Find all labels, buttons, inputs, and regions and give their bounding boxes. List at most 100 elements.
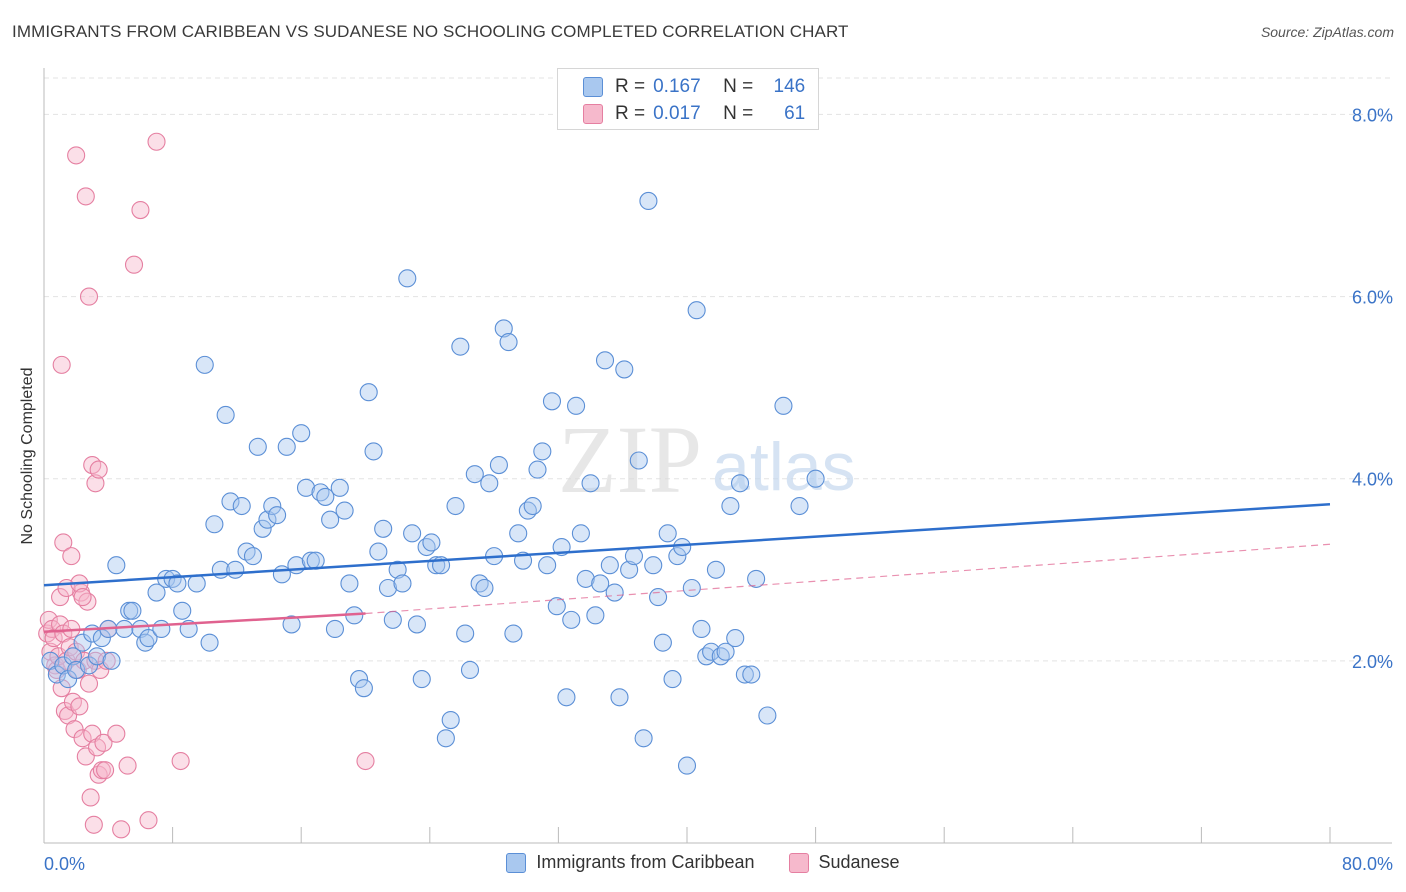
caribbean-point bbox=[668, 547, 687, 566]
y-tick-label: 2.0% bbox=[1352, 652, 1393, 672]
caribbean-point bbox=[747, 569, 766, 588]
caribbean-point bbox=[456, 624, 475, 643]
x-tick-label: 80.0% bbox=[1342, 854, 1393, 874]
sudanese-point bbox=[76, 187, 95, 206]
caribbean-point bbox=[702, 642, 721, 661]
caribbean-swatch bbox=[583, 77, 603, 97]
caribbean-point bbox=[292, 424, 311, 443]
caribbean-point bbox=[562, 610, 581, 629]
sudanese-point bbox=[86, 474, 105, 493]
caribbean-point bbox=[567, 396, 586, 415]
caribbean-point bbox=[639, 191, 658, 210]
caribbean-point bbox=[730, 474, 750, 493]
sudanese-point bbox=[79, 674, 99, 693]
caribbean-point bbox=[374, 519, 393, 538]
caribbean-point bbox=[403, 524, 422, 543]
caribbean-point bbox=[624, 547, 644, 566]
n-label: N = bbox=[723, 103, 754, 124]
sudanese-point bbox=[118, 756, 137, 775]
caribbean-point bbox=[407, 615, 426, 634]
caribbean-point bbox=[200, 633, 219, 652]
caribbean-point bbox=[268, 506, 287, 525]
caribbean-point bbox=[316, 487, 335, 506]
caribbean-point bbox=[123, 601, 142, 620]
caribbean-point bbox=[706, 560, 725, 579]
caribbean-point bbox=[758, 706, 777, 725]
y-tick-label: 6.0% bbox=[1352, 288, 1393, 308]
caribbean-point bbox=[147, 583, 166, 602]
sudanese-swatch bbox=[788, 852, 809, 873]
sudanese-point bbox=[171, 751, 190, 771]
caribbean-point bbox=[412, 670, 431, 689]
caribbean-point bbox=[600, 556, 619, 575]
caribbean-point bbox=[774, 396, 793, 415]
caribbean-point bbox=[195, 355, 214, 374]
sudanese-trend-line bbox=[43, 612, 366, 633]
sudanese-point bbox=[54, 533, 73, 552]
caribbean-point bbox=[354, 679, 373, 698]
caribbean-point bbox=[653, 633, 672, 652]
series-legend: Immigrants from Caribbean Sudanese bbox=[0, 852, 1406, 873]
watermark-atlas: atlas bbox=[712, 429, 856, 505]
chart-title: IMMIGRANTS FROM CARIBBEAN VS SUDANESE NO… bbox=[12, 22, 849, 41]
sudanese-point bbox=[63, 692, 82, 711]
caribbean-point bbox=[102, 651, 121, 670]
caribbean-points bbox=[41, 191, 825, 775]
caribbean-point bbox=[716, 642, 735, 661]
caribbean-point bbox=[272, 565, 291, 584]
caribbean-point bbox=[610, 688, 629, 707]
sudanese-point bbox=[62, 547, 81, 566]
sudanese-point bbox=[84, 815, 103, 834]
legend-label-caribbean: Immigrants from Caribbean bbox=[536, 852, 755, 872]
caribbean-point bbox=[296, 478, 316, 497]
sudanese-point bbox=[73, 588, 92, 607]
y-tick-label: 4.0% bbox=[1352, 470, 1393, 490]
sudanese-point bbox=[73, 729, 92, 748]
caribbean-point bbox=[742, 665, 761, 684]
caribbean-point bbox=[321, 510, 340, 529]
sudanese-point bbox=[89, 460, 108, 479]
caribbean-point bbox=[359, 383, 378, 402]
caribbean-point bbox=[629, 451, 648, 470]
caribbean-point bbox=[605, 583, 624, 602]
stats-legend: R = 0.167 N = 146 R = 0.017 N = 61 bbox=[557, 68, 819, 130]
caribbean-point bbox=[687, 301, 706, 320]
caribbean-point bbox=[591, 574, 610, 593]
sudanese-point bbox=[83, 456, 102, 475]
caribbean-point bbox=[115, 619, 134, 639]
caribbean-point bbox=[253, 519, 272, 538]
sudanese-point bbox=[70, 697, 89, 716]
caribbean-point bbox=[806, 469, 825, 488]
caribbean-point bbox=[325, 619, 345, 639]
caribbean-point bbox=[726, 629, 745, 648]
caribbean-point bbox=[538, 556, 557, 575]
sudanese-point bbox=[356, 751, 375, 771]
caribbean-point bbox=[547, 597, 566, 616]
caribbean-point bbox=[576, 569, 595, 588]
caribbean-point bbox=[282, 615, 301, 634]
sudanese-point bbox=[97, 651, 116, 670]
r-value: 0.167 bbox=[653, 76, 701, 97]
caribbean-point bbox=[504, 624, 523, 643]
caribbean-point bbox=[248, 437, 267, 456]
caribbean-point bbox=[436, 729, 455, 748]
source-label: Source: ZipAtlas.com bbox=[1260, 24, 1394, 40]
caribbean-point bbox=[63, 647, 82, 666]
sudanese-point bbox=[107, 724, 126, 743]
caribbean-point bbox=[460, 660, 480, 680]
caribbean-point bbox=[398, 269, 417, 288]
caribbean-point bbox=[465, 465, 484, 484]
caribbean-point bbox=[634, 729, 653, 748]
caribbean-point bbox=[721, 496, 740, 516]
caribbean-point bbox=[258, 510, 277, 529]
caribbean-point bbox=[205, 515, 224, 534]
caribbean-point bbox=[383, 610, 402, 629]
legend-item-caribbean: Immigrants from Caribbean bbox=[506, 852, 755, 873]
caribbean-point bbox=[542, 392, 562, 411]
stats-row-caribbean: R = 0.167 N = 146 bbox=[583, 74, 805, 100]
tick-labels: 2.0% 4.0% 6.0% 8.0% 0.0% 80.0% bbox=[44, 105, 1393, 874]
y-axis-label: No Schooling Completed bbox=[19, 367, 36, 545]
caribbean-point bbox=[388, 560, 407, 579]
caribbean-point bbox=[581, 474, 600, 493]
